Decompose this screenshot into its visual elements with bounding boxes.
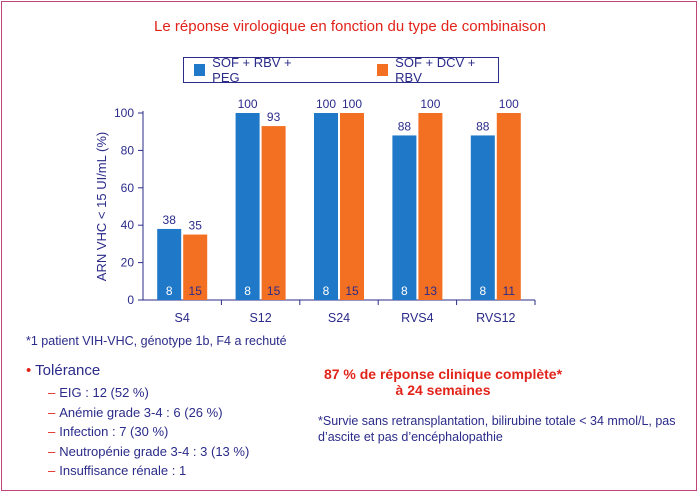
bar-series-1 <box>470 135 495 300</box>
list-item-text: Neutropénie grade 3-4 : 3 (13 %) <box>59 443 250 459</box>
x-tick-label: S24 <box>328 311 350 325</box>
bar-count-label: 8 <box>323 284 330 298</box>
list-item-text: Infection : 7 (30 %) <box>59 424 169 439</box>
list-item-text: Anémie grade 3-4 : 6 (26 %) <box>59 404 223 420</box>
y-tick-label: 100 <box>114 106 134 120</box>
footnote: *Survie sans retransplantation, bilirubi… <box>318 414 676 444</box>
bullet-icon: • <box>26 362 32 379</box>
bar-value-label: 100 <box>499 97 519 111</box>
legend-swatch-series-1 <box>194 64 206 76</box>
list-item-text: Insuffisance rénale : 1 <box>59 463 187 478</box>
legend-label-series-2: SOF + DCV + RBV <box>395 55 476 85</box>
bar-count-label: 15 <box>189 284 203 298</box>
bar-value-label: 88 <box>476 119 490 133</box>
dash-icon: – <box>48 424 56 439</box>
y-tick-label: 80 <box>121 143 135 157</box>
y-tick-label: 20 <box>121 256 135 270</box>
bar-count-label: 8 <box>479 284 486 298</box>
tolerance-title-label: Tolérance <box>35 362 101 379</box>
bar-count-label: 13 <box>424 284 438 298</box>
list-item: – Infection : 7 (30 %) <box>48 422 249 442</box>
x-tick-label: RVS12 <box>476 311 515 325</box>
bar-series-1 <box>314 113 338 300</box>
bar-series-2 <box>418 113 443 300</box>
bar-value-label: 93 <box>267 110 281 124</box>
bar-value-label: 100 <box>238 97 258 111</box>
bar-series-2 <box>340 113 364 300</box>
bar-series-1 <box>392 135 417 300</box>
bar-series-1 <box>157 228 182 300</box>
bar-count-label: 8 <box>244 284 251 298</box>
legend-item-series-2: SOF + DCV + RBV <box>367 55 498 85</box>
bar-count-label: 8 <box>401 284 408 298</box>
list-item: – Anémie grade 3-4 : 6 (26 %) <box>48 403 249 423</box>
bar-value-label: 100 <box>316 97 336 111</box>
bar-value-label: 35 <box>189 219 203 233</box>
bar-series-2 <box>183 234 208 300</box>
y-tick-label: 40 <box>121 218 135 232</box>
bar-chart: 0 20 40 60 80 100 ARN VHC < 15 UI/mL (%) S4 38 8 3… <box>94 97 536 325</box>
bar-series-2 <box>496 113 521 300</box>
dash-icon: – <box>48 385 56 400</box>
x-tick-label: S12 <box>249 311 271 325</box>
bar-series-2 <box>261 126 286 300</box>
x-tick-label: S4 <box>175 311 190 325</box>
tolerance-list: – EIG : 12 (52 %) – Anémie grade 3-4 : 6 (… <box>48 383 249 481</box>
page-title: Le réponse virologique en fonction du ty… <box>154 18 546 35</box>
chart-legend: SOF + RBV + PEG SOF + DCV + RBV <box>183 55 499 85</box>
list-item-text: EIG : 12 (52 %) <box>59 385 149 400</box>
bar-count-label: 15 <box>345 284 359 298</box>
bar-value-label: 100 <box>420 97 440 111</box>
y-tick-label: 60 <box>121 181 135 195</box>
dash-icon: – <box>48 443 56 459</box>
legend-item-series-1: SOF + RBV + PEG <box>184 55 315 85</box>
bar-value-label: 88 <box>398 119 412 133</box>
list-item: – Insuffisance rénale : 1 <box>48 461 249 481</box>
tolerance-title: • Tolérance <box>26 362 100 379</box>
highlight-text: 87 % de réponse clinique complète* à 24 … <box>318 366 568 398</box>
x-tick-label: RVS4 <box>401 311 433 325</box>
bar-value-label: 100 <box>342 97 362 111</box>
bar-count-label: 8 <box>166 284 173 298</box>
patient-note: *1 patient VIH-VHC, génotype 1b, F4 a re… <box>26 334 287 348</box>
bar-count-label: 15 <box>267 284 281 298</box>
bar-value-label: 38 <box>163 213 177 227</box>
dash-icon: – <box>48 404 56 420</box>
y-tick-label: 0 <box>127 293 134 307</box>
highlight-line-1: 87 % de réponse clinique complète* <box>323 366 563 382</box>
dash-icon: – <box>48 463 56 478</box>
y-axis-label: ARN VHC < 15 UI/mL (%) <box>94 132 109 281</box>
list-item: – EIG : 12 (52 %) <box>48 383 249 403</box>
legend-swatch-series-2 <box>377 64 389 76</box>
highlight-line-2: à 24 semaines <box>395 382 491 398</box>
bar-series-1 <box>235 113 260 300</box>
legend-label-series-1: SOF + RBV + PEG <box>212 55 292 85</box>
bar-count-label: 11 <box>503 284 516 298</box>
list-item: – Neutropénie grade 3-4 : 3 (13 %) <box>48 442 249 462</box>
